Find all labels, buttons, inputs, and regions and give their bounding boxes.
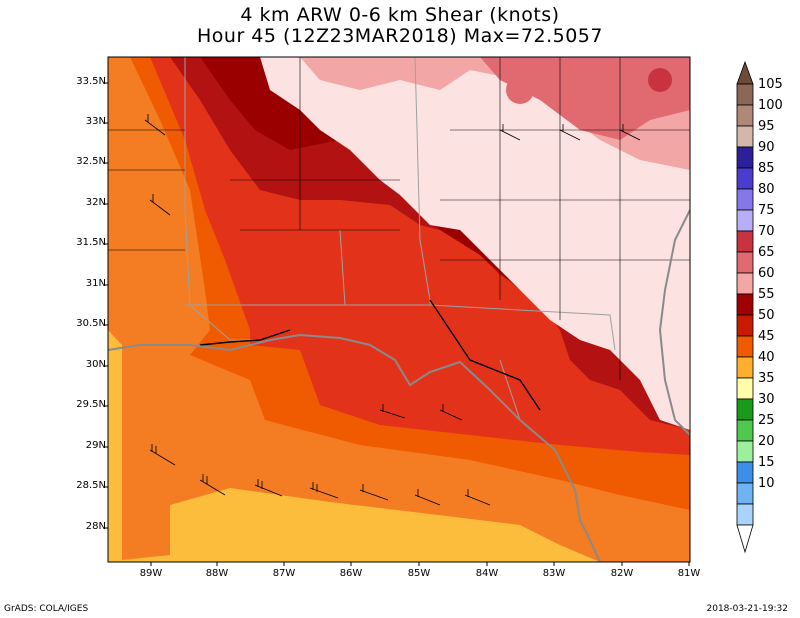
lon-label: 82W	[610, 568, 634, 579]
colorbar-label: 20	[758, 434, 775, 449]
lat-label: 32.5N	[76, 156, 106, 167]
colorbar-label: 35	[758, 371, 775, 386]
lat-label: 30N	[85, 359, 106, 370]
lat-label: 30.5N	[76, 318, 106, 329]
map-frame	[107, 56, 691, 563]
map-title-line1: 4 km ARW 0-6 km Shear (knots)	[240, 4, 560, 26]
colorbar-label: 95	[758, 119, 775, 134]
lat-label: 28.5N	[76, 480, 106, 491]
lat-label: 33.5N	[76, 76, 106, 87]
colorbar-label: 15	[758, 455, 775, 470]
map-title-line2: Hour 45 (12Z23MAR2018) Max=72.5057	[197, 25, 603, 47]
colorbar-label: 50	[758, 308, 775, 323]
lat-label: 29.5N	[76, 399, 106, 410]
state-borders	[184, 57, 616, 421]
colorbar-label: 105	[758, 77, 783, 92]
coastline	[108, 209, 690, 562]
colorbar-label: 45	[758, 329, 775, 344]
colorbar-label: 85	[758, 161, 775, 176]
colorbar-label: 25	[758, 413, 775, 428]
lon-label: 88W	[205, 568, 229, 579]
lat-label: 31N	[85, 278, 106, 289]
colorbar-label: 70	[758, 224, 775, 239]
colorbar-label: 40	[758, 350, 775, 365]
lon-label: 83W	[542, 568, 566, 579]
colorbar-label: 75	[758, 203, 775, 218]
lon-label: 81W	[677, 568, 701, 579]
colorbar-label: 100	[758, 98, 783, 113]
lat-label: 32N	[85, 197, 106, 208]
lat-label: 29N	[85, 440, 106, 451]
axis-ticks	[104, 82, 690, 566]
colorbar-bottom-arrow	[736, 524, 754, 554]
colorbar-label: 30	[758, 392, 775, 407]
map-field	[108, 57, 690, 562]
lat-label: 28N	[85, 521, 106, 532]
lon-label: 87W	[272, 568, 296, 579]
lat-label: 31.5N	[76, 237, 106, 248]
colorbar-label: 90	[758, 140, 775, 155]
colorbar-label: 60	[758, 266, 775, 281]
colorbar	[736, 60, 754, 554]
colorbar-label: 10	[758, 476, 775, 491]
lon-label: 86W	[339, 568, 363, 579]
colorbar-label: 80	[758, 182, 775, 197]
lat-label: 33N	[85, 116, 106, 127]
wind-barbs	[144, 114, 641, 506]
footer-credit: GrADS: COLA/IGES	[4, 604, 89, 614]
colorbar-label: 55	[758, 287, 775, 302]
colorbar-top-arrow	[736, 60, 754, 85]
county-lines	[108, 57, 690, 411]
lon-label: 89W	[139, 568, 163, 579]
colorbar-label: 65	[758, 245, 775, 260]
footer-timestamp: 2018-03-21-19:32	[706, 604, 789, 614]
lon-label: 85W	[407, 568, 431, 579]
lon-label: 84W	[475, 568, 499, 579]
